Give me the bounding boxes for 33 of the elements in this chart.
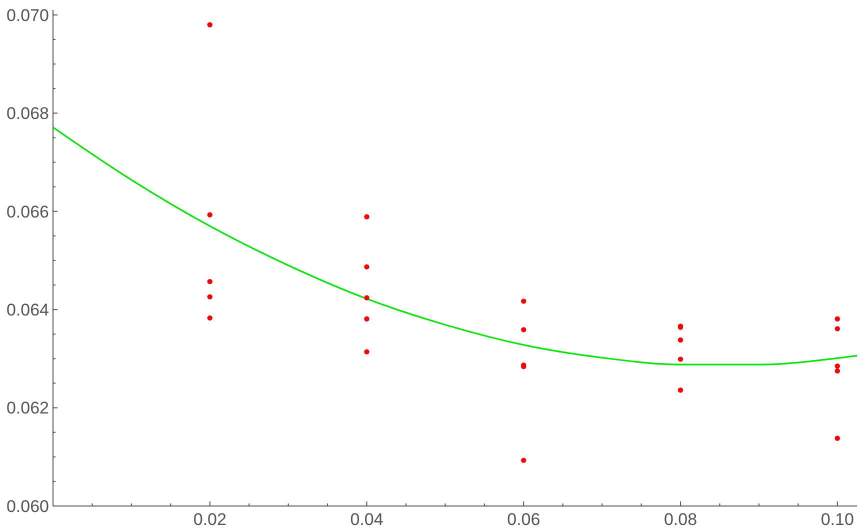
point [834,326,840,332]
y-tick-label: 0.068 [6,104,49,124]
point [364,214,370,220]
point [207,278,212,284]
point [207,22,212,28]
point [834,363,840,369]
x-tick-label: 0.06 [507,510,540,529]
point [364,316,370,322]
x-tick-label: 0.02 [193,510,226,529]
point [364,264,370,270]
point [207,212,212,218]
point [207,294,212,300]
point [364,349,370,354]
point [834,316,840,322]
point [678,337,684,343]
y-tick-label: 0.062 [6,398,49,418]
y-tick-label: 0.060 [6,496,49,516]
line-series [52,126,858,366]
point [521,458,526,463]
y-tick-label: 0.066 [6,202,49,222]
point [834,436,840,441]
x-tick-label: 0.10 [820,510,854,529]
x-tick-label: 0.04 [350,510,384,529]
point [678,388,684,393]
point [521,298,526,304]
point [364,295,370,300]
point [834,368,840,374]
point [678,356,684,362]
x-tick-label: 0.08 [664,510,698,529]
y-tick-label: 0.064 [6,300,49,320]
point [521,327,526,332]
point [207,315,212,321]
y-tick-label: 0.070 [6,6,49,25]
